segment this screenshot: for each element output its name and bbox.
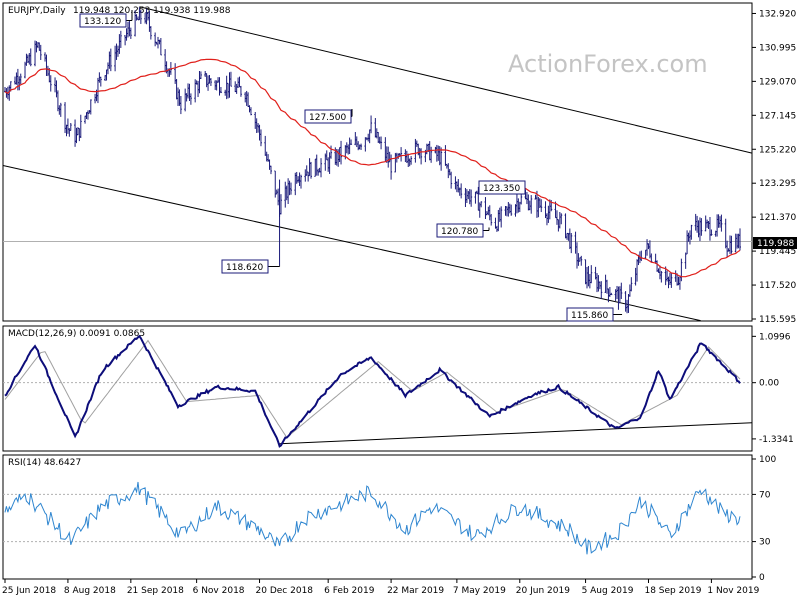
annotation-label: 115.860 — [571, 311, 608, 321]
price-tick-label: 121.370 — [759, 213, 796, 223]
price-tick-label: 129.070 — [759, 77, 796, 87]
annotation-label: 120.780 — [441, 227, 478, 237]
last-price-label: 119.988 — [757, 239, 794, 249]
x-tick-label: 5 Aug 2019 — [582, 586, 634, 596]
price-annotations: 133.120 127.500 123.350 120.780 118.620 115.8… — [79, 9, 623, 322]
x-tick-label: 20 Jun 2019 — [516, 586, 570, 596]
x-tick-label: 1 Nov 2019 — [707, 586, 759, 596]
annotation-label: 133.120 — [84, 17, 121, 27]
ohlc-header: 119.948 120.253 119.938 119.988 — [73, 6, 231, 16]
rsi-tick-label: 30 — [759, 538, 771, 548]
rsi-y-axis: 100 70 30 0 — [752, 455, 776, 583]
macd-y-axis: 1.0996 0.00 -1.3341 — [752, 332, 794, 445]
rsi-tick-label: 100 — [759, 455, 776, 465]
price-tick-label: 117.520 — [759, 281, 796, 291]
x-tick-label: 6 Nov 2018 — [193, 586, 245, 596]
channel-lower-line — [2, 164, 701, 322]
macd-tick-label: 1.0996 — [759, 332, 791, 342]
price-panel-frame — [2, 2, 753, 322]
price-tick-label: 119.445 — [759, 247, 796, 257]
rsi-panel-frame — [2, 454, 753, 580]
rsi-tick-label: 0 — [759, 573, 765, 583]
price-plot — [2, 6, 753, 322]
macd-plot — [3, 334, 753, 448]
annotation-box — [478, 180, 526, 195]
chart-title: EURJPY,Daily — [8, 6, 66, 16]
date-x-axis: 25 Jun 2018 8 Aug 2018 21 Sep 2018 6 Nov 20… — [2, 579, 760, 596]
annotation-box — [79, 13, 127, 28]
price-tick-label: 123.295 — [759, 179, 796, 189]
macd-line — [4, 334, 741, 448]
price-tick-label: 125.220 — [759, 145, 796, 155]
annotation-label: 118.620 — [226, 263, 263, 273]
macd-panel-frame — [2, 325, 753, 452]
x-tick-label: 8 Aug 2018 — [64, 586, 116, 596]
price-tick-label: 115.595 — [759, 315, 796, 325]
last-price-badge — [753, 237, 797, 249]
annotation-box — [304, 109, 352, 124]
x-tick-label: 18 Sep 2019 — [644, 586, 701, 596]
macd-signal-line — [4, 339, 741, 439]
rsi-label: RSI(14) 48.6427 — [8, 458, 81, 468]
macd-trendline — [279, 422, 753, 445]
x-tick-label: 6 Feb 2019 — [324, 586, 375, 596]
price-y-axis: 132.920 130.995 129.070 127.145 125.220 123.2… — [752, 9, 796, 325]
annotation-box — [221, 259, 269, 274]
channel-upper-line — [139, 6, 753, 154]
annotation-box — [436, 223, 484, 238]
annotation-box — [566, 307, 614, 322]
macd-label: MACD(12,26,9) 0.0091 0.0865 — [8, 329, 145, 339]
price-tick-label: 127.145 — [759, 111, 796, 121]
watermark: ActionForex.com — [508, 50, 708, 78]
rsi-tick-label: 70 — [759, 490, 771, 500]
x-tick-label: 22 Mar 2019 — [387, 586, 444, 596]
annotation-label: 127.500 — [309, 113, 346, 123]
annotation-label: 123.350 — [483, 184, 520, 194]
macd-tick-label: -1.3341 — [759, 435, 794, 445]
macd-tick-label: 0.00 — [759, 379, 779, 389]
x-tick-label: 20 Dec 2018 — [256, 586, 314, 596]
x-tick-label: 21 Sep 2018 — [127, 586, 184, 596]
x-tick-label: 7 May 2019 — [453, 586, 506, 596]
rsi-plot — [3, 481, 752, 555]
rsi-line — [4, 481, 741, 555]
moving-average-line — [4, 58, 741, 278]
price-tick-label: 132.920 — [759, 9, 796, 19]
price-tick-label: 130.995 — [759, 43, 796, 53]
x-tick-label: 25 Jun 2018 — [2, 586, 56, 596]
